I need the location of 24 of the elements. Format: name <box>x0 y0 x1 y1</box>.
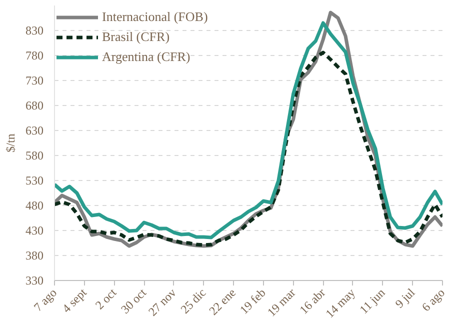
x-tick-label: 2 oct <box>92 285 120 312</box>
legend-label: Argentina (CFR) <box>102 49 190 65</box>
x-tick-label: 6 ago <box>418 286 448 314</box>
x-tick-label: 22 ene <box>206 286 239 318</box>
y-tick-label: 580 <box>26 148 44 162</box>
y-tick-label: 630 <box>26 124 44 138</box>
y-tick-label: 830 <box>26 24 44 38</box>
y-tick-label: 680 <box>26 98 44 112</box>
y-tick-label: 430 <box>26 224 44 238</box>
line-series <box>54 50 442 247</box>
y-tick-label: 480 <box>26 198 44 212</box>
x-tick-label: 25 dic <box>178 286 209 316</box>
y-tick-label: 730 <box>26 74 44 88</box>
x-tick-label: 9 jul <box>392 285 418 311</box>
y-tick-label: 530 <box>26 174 44 188</box>
legend-label: Brasil (CFR) <box>102 29 170 45</box>
x-tick-label: 4 sept <box>59 285 90 316</box>
y-tick-label: 330 <box>26 274 44 288</box>
legend-label: Internacional (FOB) <box>102 9 208 25</box>
y-axis-title: $/tn <box>4 134 18 152</box>
y-tick-label: 380 <box>26 248 44 262</box>
x-tick-label: 11 jun <box>356 286 388 317</box>
x-tick-label: 7 ago <box>30 286 60 314</box>
y-tick-label: 780 <box>26 48 44 62</box>
